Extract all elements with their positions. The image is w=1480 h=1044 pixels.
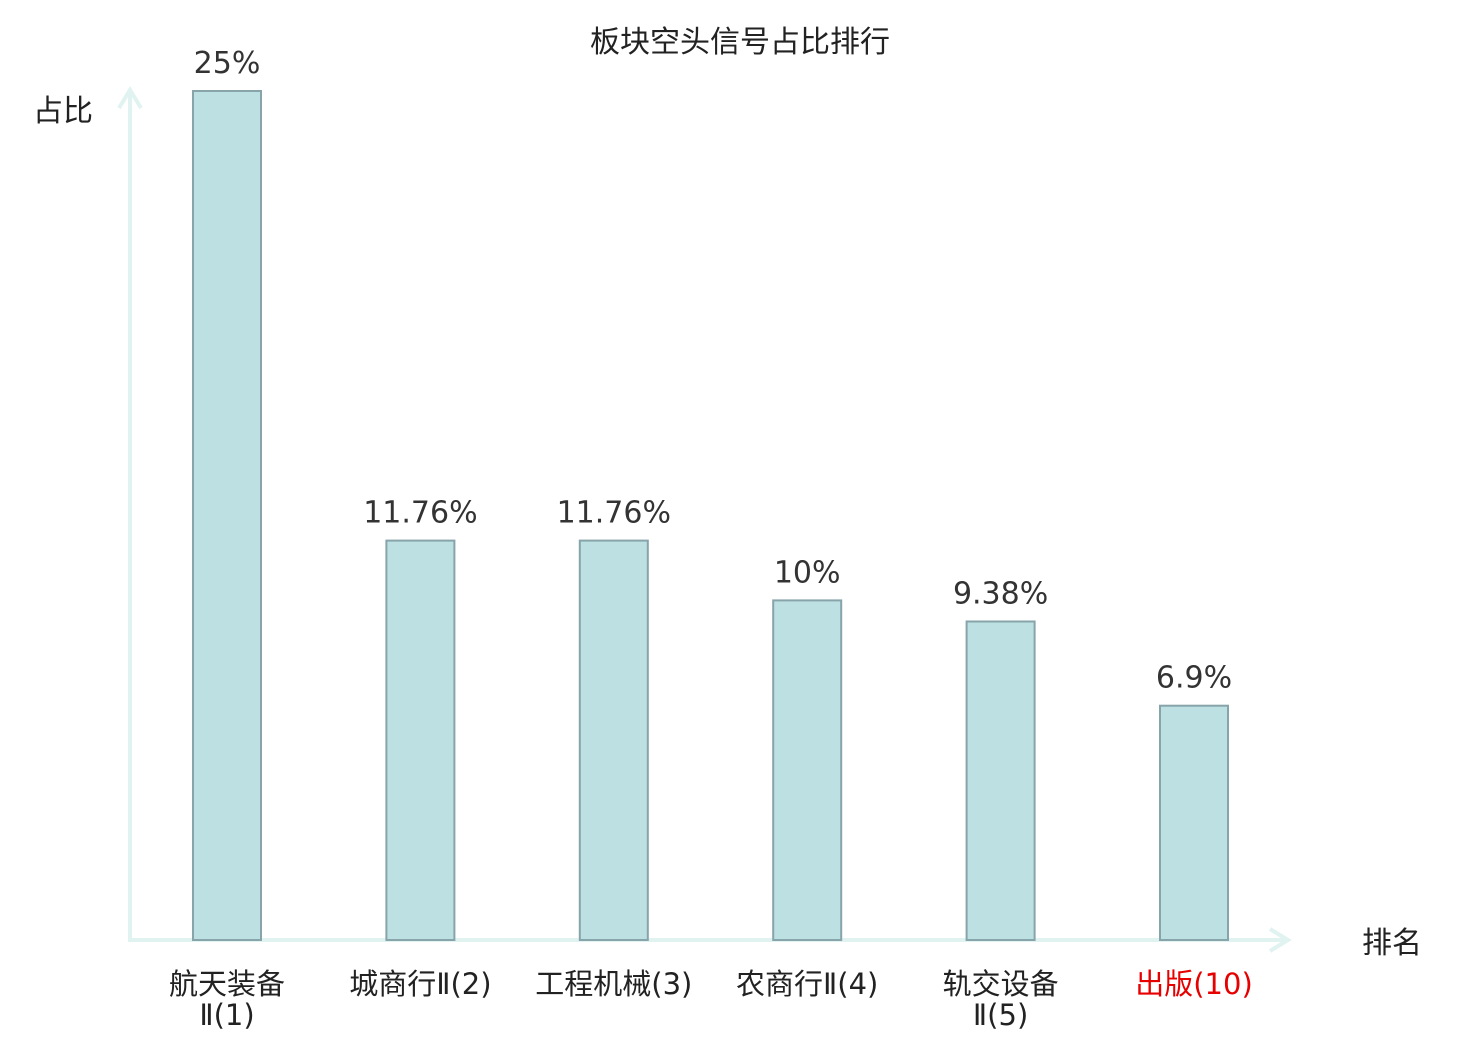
y-axis-arrow bbox=[117, 86, 143, 110]
x-axis-label: 排名 bbox=[1362, 926, 1422, 961]
value-label-6: 6.9% bbox=[1156, 661, 1232, 696]
x-axis-arrow bbox=[1268, 927, 1292, 953]
value-labels-group: 25% 11.76% 11.76% 10% 9.38% 6.9% bbox=[194, 46, 1232, 696]
y-axis-label: 占比 bbox=[33, 94, 93, 129]
value-label-5: 9.38% bbox=[953, 577, 1048, 612]
category-label-5-line-2: Ⅱ(5) bbox=[973, 998, 1028, 1032]
bars-group bbox=[192, 90, 1229, 942]
category-label-3: 工程机械(3) bbox=[535, 967, 692, 1001]
bar-6 bbox=[1159, 704, 1229, 942]
value-label-1: 25% bbox=[194, 46, 261, 81]
category-label-2: 城商行Ⅱ(2) bbox=[349, 967, 491, 1001]
value-label-2: 11.76% bbox=[363, 496, 477, 531]
category-label-4: 农商行Ⅱ(4) bbox=[736, 967, 878, 1001]
category-label-1-line-1: 航天装备 bbox=[169, 967, 285, 1001]
value-label-3: 11.76% bbox=[557, 496, 671, 531]
bar-5 bbox=[965, 620, 1036, 941]
chart-title: 板块空头信号占比排行 bbox=[590, 25, 890, 60]
bar-3 bbox=[578, 539, 649, 941]
category-label-6: 出版(10) bbox=[1135, 967, 1253, 1001]
value-label-4: 10% bbox=[774, 555, 841, 590]
bar-1 bbox=[192, 90, 262, 941]
category-label-5-line-1: 轨交设备 bbox=[943, 967, 1059, 1001]
bar-4 bbox=[772, 599, 843, 942]
category-label-1-line-2: Ⅱ(1) bbox=[199, 998, 254, 1032]
bar-2 bbox=[385, 539, 456, 941]
